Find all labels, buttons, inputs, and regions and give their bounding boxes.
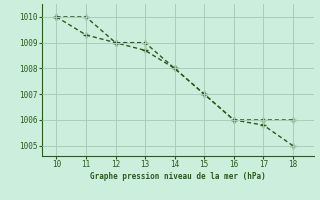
- X-axis label: Graphe pression niveau de la mer (hPa): Graphe pression niveau de la mer (hPa): [90, 172, 266, 181]
